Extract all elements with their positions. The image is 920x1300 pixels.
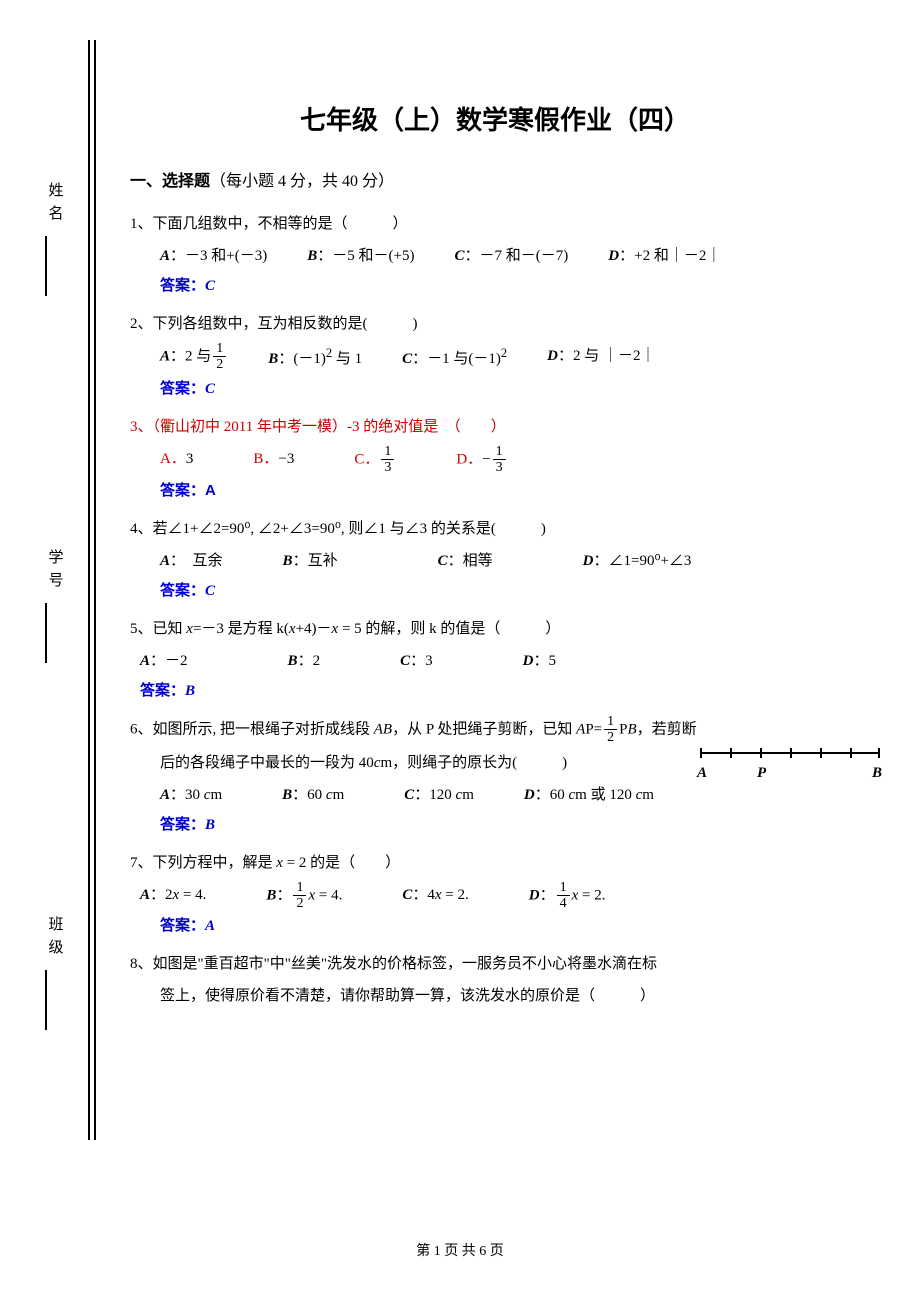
q4-opt-d: D：∠1=90⁰+∠3 bbox=[583, 546, 692, 576]
frac-neg-1-3: 13 bbox=[493, 444, 506, 476]
q7-options: A：2x = 4. B：12x = 4. C：4x = 2. D：14x = 2… bbox=[140, 880, 860, 912]
q4-opt-a: A： 互余 bbox=[160, 546, 223, 576]
question-5: 5、已知 x=－3 是方程 k(x+4)－x = 5 的解，则 k 的值是（ ）… bbox=[130, 614, 860, 706]
frac-1-3: 13 bbox=[381, 444, 394, 476]
q4-options: A： 互余 B：互补 C：相等 D：∠1=90⁰+∠3 bbox=[160, 546, 860, 576]
q4-opt-b: B：互补 bbox=[283, 546, 338, 576]
q1-opt-b: B：－5 和－(+5) bbox=[307, 241, 414, 271]
question-4: 4、若∠1+∠2=90⁰, ∠2+∠3=90⁰, 则∠1 与∠3 的关系是( )… bbox=[130, 514, 860, 606]
q2-opt-c: C：－1 与(－1)2 bbox=[402, 341, 507, 374]
q7-stem: 7、下列方程中，解是 x = 2 的是（ ） bbox=[130, 848, 860, 878]
q6-opt-b: B：60 cm bbox=[282, 780, 344, 810]
section-1-note: （每小题 4 分，共 40 分） bbox=[210, 173, 394, 190]
q1-opt-a: A：－3 和+(－3) bbox=[160, 241, 267, 271]
binding-margin bbox=[88, 40, 96, 1140]
question-1: 1、下面几组数中，不相等的是（ ） A：－3 和+(－3) B：－5 和－(+5… bbox=[130, 209, 860, 301]
q1-opt-d: D：+2 和｜－2｜ bbox=[608, 241, 721, 271]
q5-options: A：－2 B：2 C：3 D：5 bbox=[140, 646, 860, 676]
q7-answer: 答案：A bbox=[160, 911, 860, 941]
side-id-group: 学号 bbox=[45, 549, 66, 671]
q2-opt-a: A：2 与12 bbox=[160, 341, 228, 374]
q2-options: A：2 与12 B：(－1)2 与 1 C：－1 与(－1)2 D：2 与 ｜－… bbox=[160, 341, 860, 374]
q1-opt-c: C：－7 和－(－7) bbox=[454, 241, 568, 271]
q6-answer: 答案：B bbox=[160, 810, 860, 840]
q2-answer: 答案：C bbox=[160, 374, 860, 404]
page-footer: 第 1 页 共 6 页 bbox=[0, 1240, 920, 1260]
q7-opt-d: D：14x = 2. bbox=[529, 880, 606, 912]
question-6: 6、如图所示, 把一根绳子对折成线段 AB，从 P 处把绳子剪断，已知 AP=1… bbox=[130, 714, 860, 840]
frac-1-2-c: 12 bbox=[293, 880, 306, 912]
side-label-column: 姓名 学号 班级 bbox=[35, 60, 75, 1160]
q5-opt-c: C：3 bbox=[400, 646, 433, 676]
q5-stem: 5、已知 x=－3 是方程 k(x+4)－x = 5 的解，则 k 的值是（ ） bbox=[130, 614, 860, 644]
frac-1-2-b: 12 bbox=[604, 714, 617, 746]
q5-opt-b: B：2 bbox=[288, 646, 321, 676]
tick-p bbox=[760, 748, 762, 758]
section-1-label: 一、选择题 bbox=[130, 173, 210, 190]
q8-line1: 8、如图是"重百超市"中"丝美"洗发水的价格标签，一服务员不小心将墨水滴在标 bbox=[130, 949, 860, 979]
tick-a bbox=[700, 748, 702, 758]
page-title: 七年级（上）数学寒假作业（四） bbox=[100, 100, 890, 137]
q1-options: A：－3 和+(－3) B：－5 和－(+5) C：－7 和－(－7) D：+2… bbox=[160, 241, 860, 271]
frac-1-4: 14 bbox=[557, 880, 570, 912]
tick-3 bbox=[820, 748, 822, 758]
q6-stem-line1: 6、如图所示, 把一根绳子对折成线段 AB，从 P 处把绳子剪断，已知 AP=1… bbox=[130, 714, 860, 746]
q7-opt-a: A：2x = 4. bbox=[140, 880, 206, 912]
question-3: 3、（衢山初中 2011 年中考一模）-3 的绝对值是 （ ） A．3 B．−3… bbox=[130, 412, 860, 506]
q2-stem: 2、下列各组数中，互为相反数的是( ) bbox=[130, 309, 860, 339]
tick-b bbox=[878, 748, 880, 758]
q4-answer: 答案：C bbox=[160, 576, 860, 606]
side-class-group: 班级 bbox=[45, 916, 66, 1038]
q1-answer: 答案：C bbox=[160, 271, 860, 301]
q2-opt-b: B：(－1)2 与 1 bbox=[268, 341, 362, 374]
q3-stem: 3、（衢山初中 2011 年中考一模）-3 的绝对值是 （ ） bbox=[130, 412, 860, 442]
q1-stem: 1、下面几组数中，不相等的是（ ） bbox=[130, 209, 860, 239]
q4-opt-c: C：相等 bbox=[438, 546, 493, 576]
q8-line2: 签上，使得原价看不清楚，请你帮助算一算，该洗发水的原价是（ ） bbox=[160, 981, 860, 1011]
question-2: 2、下列各组数中，互为相反数的是( ) A：2 与12 B：(－1)2 与 1 … bbox=[130, 309, 860, 404]
diagram-label-b: B bbox=[872, 758, 882, 788]
q4-stem: 4、若∠1+∠2=90⁰, ∠2+∠3=90⁰, 则∠1 与∠3 的关系是( ) bbox=[130, 514, 860, 544]
q7-opt-b: B：12x = 4. bbox=[266, 880, 342, 912]
q3-opt-b: B．−3 bbox=[253, 444, 294, 476]
q6-opt-d: D：60 cm 或 120 cm bbox=[524, 780, 654, 810]
q6-opt-c: C：120 cm bbox=[404, 780, 474, 810]
question-8: 8、如图是"重百超市"中"丝美"洗发水的价格标签，一服务员不小心将墨水滴在标 签… bbox=[130, 949, 860, 1011]
diagram-label-a: A bbox=[697, 758, 707, 788]
q5-opt-d: D：5 bbox=[523, 646, 556, 676]
q5-opt-a: A：－2 bbox=[140, 646, 188, 676]
q7-opt-c: C：4x = 2. bbox=[402, 880, 468, 912]
q3-answer: 答案：A bbox=[160, 476, 860, 506]
side-id-line bbox=[45, 603, 47, 663]
side-id-label: 学号 bbox=[45, 549, 66, 595]
tick-2 bbox=[790, 748, 792, 758]
q5-answer: 答案：B bbox=[140, 676, 860, 706]
question-7: 7、下列方程中，解是 x = 2 的是（ ） A：2x = 4. B：12x =… bbox=[130, 848, 860, 942]
frac-1-2: 12 bbox=[213, 341, 226, 373]
side-class-label: 班级 bbox=[45, 916, 66, 962]
section-1-header: 一、选择题（每小题 4 分，共 40 分） bbox=[130, 167, 890, 191]
q6-opt-a: A：30 cm bbox=[160, 780, 222, 810]
q6-options: A：30 cm B：60 cm C：120 cm D：60 cm 或 120 c… bbox=[160, 780, 860, 810]
tick-1 bbox=[730, 748, 732, 758]
side-name-line bbox=[45, 236, 47, 296]
side-name-label: 姓名 bbox=[45, 182, 66, 228]
line-segment-diagram: A P B bbox=[700, 742, 880, 772]
q2-opt-d: D：2 与 ｜－2｜ bbox=[547, 341, 655, 374]
q3-opt-c: C．13 bbox=[354, 444, 396, 476]
q3-opt-a: A．3 bbox=[160, 444, 193, 476]
side-name-group: 姓名 bbox=[45, 182, 66, 304]
tick-4 bbox=[850, 748, 852, 758]
q3-options: A．3 B．−3 C．13 D．−13 bbox=[160, 444, 860, 476]
q3-opt-d: D．−13 bbox=[456, 444, 507, 476]
side-class-line bbox=[45, 970, 47, 1030]
diagram-label-p: P bbox=[757, 758, 766, 788]
page-content: 七年级（上）数学寒假作业（四） 一、选择题（每小题 4 分，共 40 分） 1、… bbox=[100, 40, 890, 1019]
